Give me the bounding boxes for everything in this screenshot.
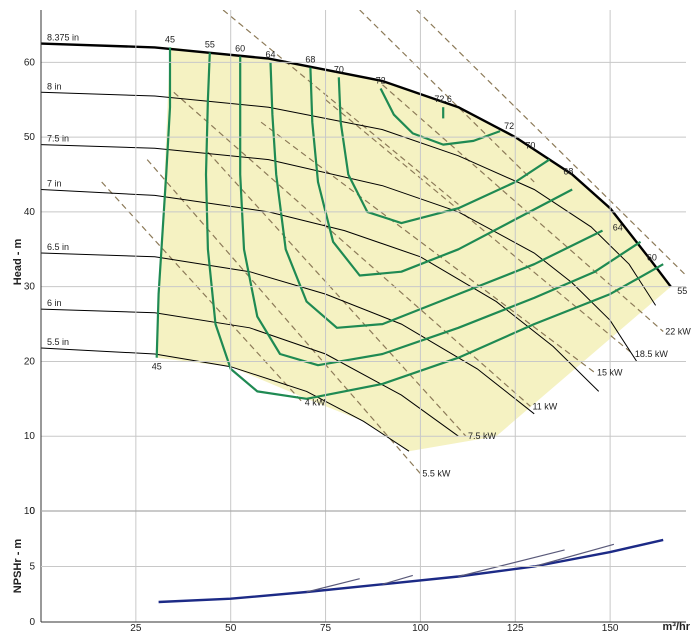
power-label: 15 kW [597, 368, 623, 378]
power-line [325, 99, 634, 355]
impeller-label: 7.5 in [47, 134, 69, 144]
efficiency-label: 45 [165, 34, 175, 44]
power-label: 7.5 kW [468, 431, 497, 441]
x-tick-label: 75 [320, 623, 332, 632]
efficiency-curve [239, 56, 642, 367]
power-line [207, 151, 467, 437]
efficiency-label: 72.6 [434, 94, 452, 104]
efficiency-label: 72 [504, 121, 514, 131]
npsh-y-tick-label: 0 [29, 617, 35, 628]
x-tick-label: 25 [130, 623, 142, 632]
head-y-tick-label: 50 [24, 132, 36, 143]
impeller-label: 8.375 in [47, 33, 79, 43]
efficiency-curve [379, 88, 501, 146]
impeller-label: 8 in [47, 81, 62, 91]
efficiency-curve [269, 62, 603, 329]
head-y-tick-label: 60 [24, 57, 36, 68]
head-y-tick-label: 20 [24, 356, 36, 367]
efficiency-label: 60 [647, 253, 657, 263]
npsh-y-tick-label: 5 [29, 562, 35, 573]
impeller-curve [41, 189, 600, 392]
head-y-tick-label: 30 [24, 282, 36, 293]
npsh-plot-area [158, 538, 664, 604]
head-plot-area [41, 10, 686, 474]
efficiency-curve [309, 67, 573, 277]
efficiency-label: 64 [266, 49, 276, 59]
impeller-label: 6.5 in [47, 242, 69, 252]
power-line [173, 91, 531, 407]
head-chart-panel: Head - m 8.375 in 8 in 7.5 in 7 in 6.5 in 6 i… [12, 10, 691, 622]
head-y-tick-label: 0 [29, 506, 35, 517]
npsh-curve [158, 538, 664, 604]
efficiency-label: 55 [677, 286, 687, 296]
power-label: 18.5 kW [635, 349, 669, 359]
npsh-y-tick-label: 10 [24, 506, 36, 517]
operating-region [156, 47, 671, 452]
power-label: 11 kW [532, 401, 557, 411]
efficiency-label: 72 [376, 76, 386, 86]
x-axis-label: m³/hr [663, 621, 691, 632]
efficiency-curve [337, 77, 551, 225]
head-y-axis-label: Head - m [12, 239, 24, 286]
npsh-curve [382, 574, 413, 585]
efficiency-label: 70 [525, 140, 535, 150]
impeller-label: 5.5 in [47, 337, 69, 347]
x-tick-label: 125 [507, 623, 524, 632]
efficiency-curve [204, 52, 664, 400]
efficiency-label: 70 [334, 64, 344, 74]
efficiency-label: 55 [205, 40, 215, 50]
efficiency-label: 60 [235, 43, 245, 53]
npsh-curve [534, 543, 615, 568]
power-label: 5.5 kW [422, 469, 451, 479]
x-tick-label: 50 [225, 623, 237, 632]
npsh-curve [306, 578, 360, 593]
head-y-tick-label: 10 [24, 431, 36, 442]
npsh-y-axis-label: NPSHr - m [12, 539, 24, 594]
head-y-tick-label: 40 [24, 207, 36, 218]
power-label: 22 kW [665, 327, 691, 337]
x-tick-label: 150 [602, 623, 619, 632]
efficiency-label: 68 [563, 167, 573, 177]
efficiency-curve [155, 47, 172, 358]
npsh-curve [458, 549, 565, 578]
power-line [416, 10, 686, 277]
impeller-label: 7 in [47, 178, 62, 188]
efficiency-label: 45 [152, 362, 162, 372]
power-line [359, 10, 535, 183]
impeller-label: 6 in [47, 298, 62, 308]
x-tick-label: 100 [412, 623, 429, 632]
impeller-curve [41, 91, 657, 306]
efficiency-label: 64 [613, 223, 623, 233]
power-label: 4 kW [305, 398, 326, 408]
impeller-curve [41, 42, 672, 288]
efficiency-label: 68 [305, 55, 315, 65]
npsh-chart-panel: NPSHr - m m³/hr 0 5 10 25 50 75 100 125 150 [12, 506, 691, 632]
